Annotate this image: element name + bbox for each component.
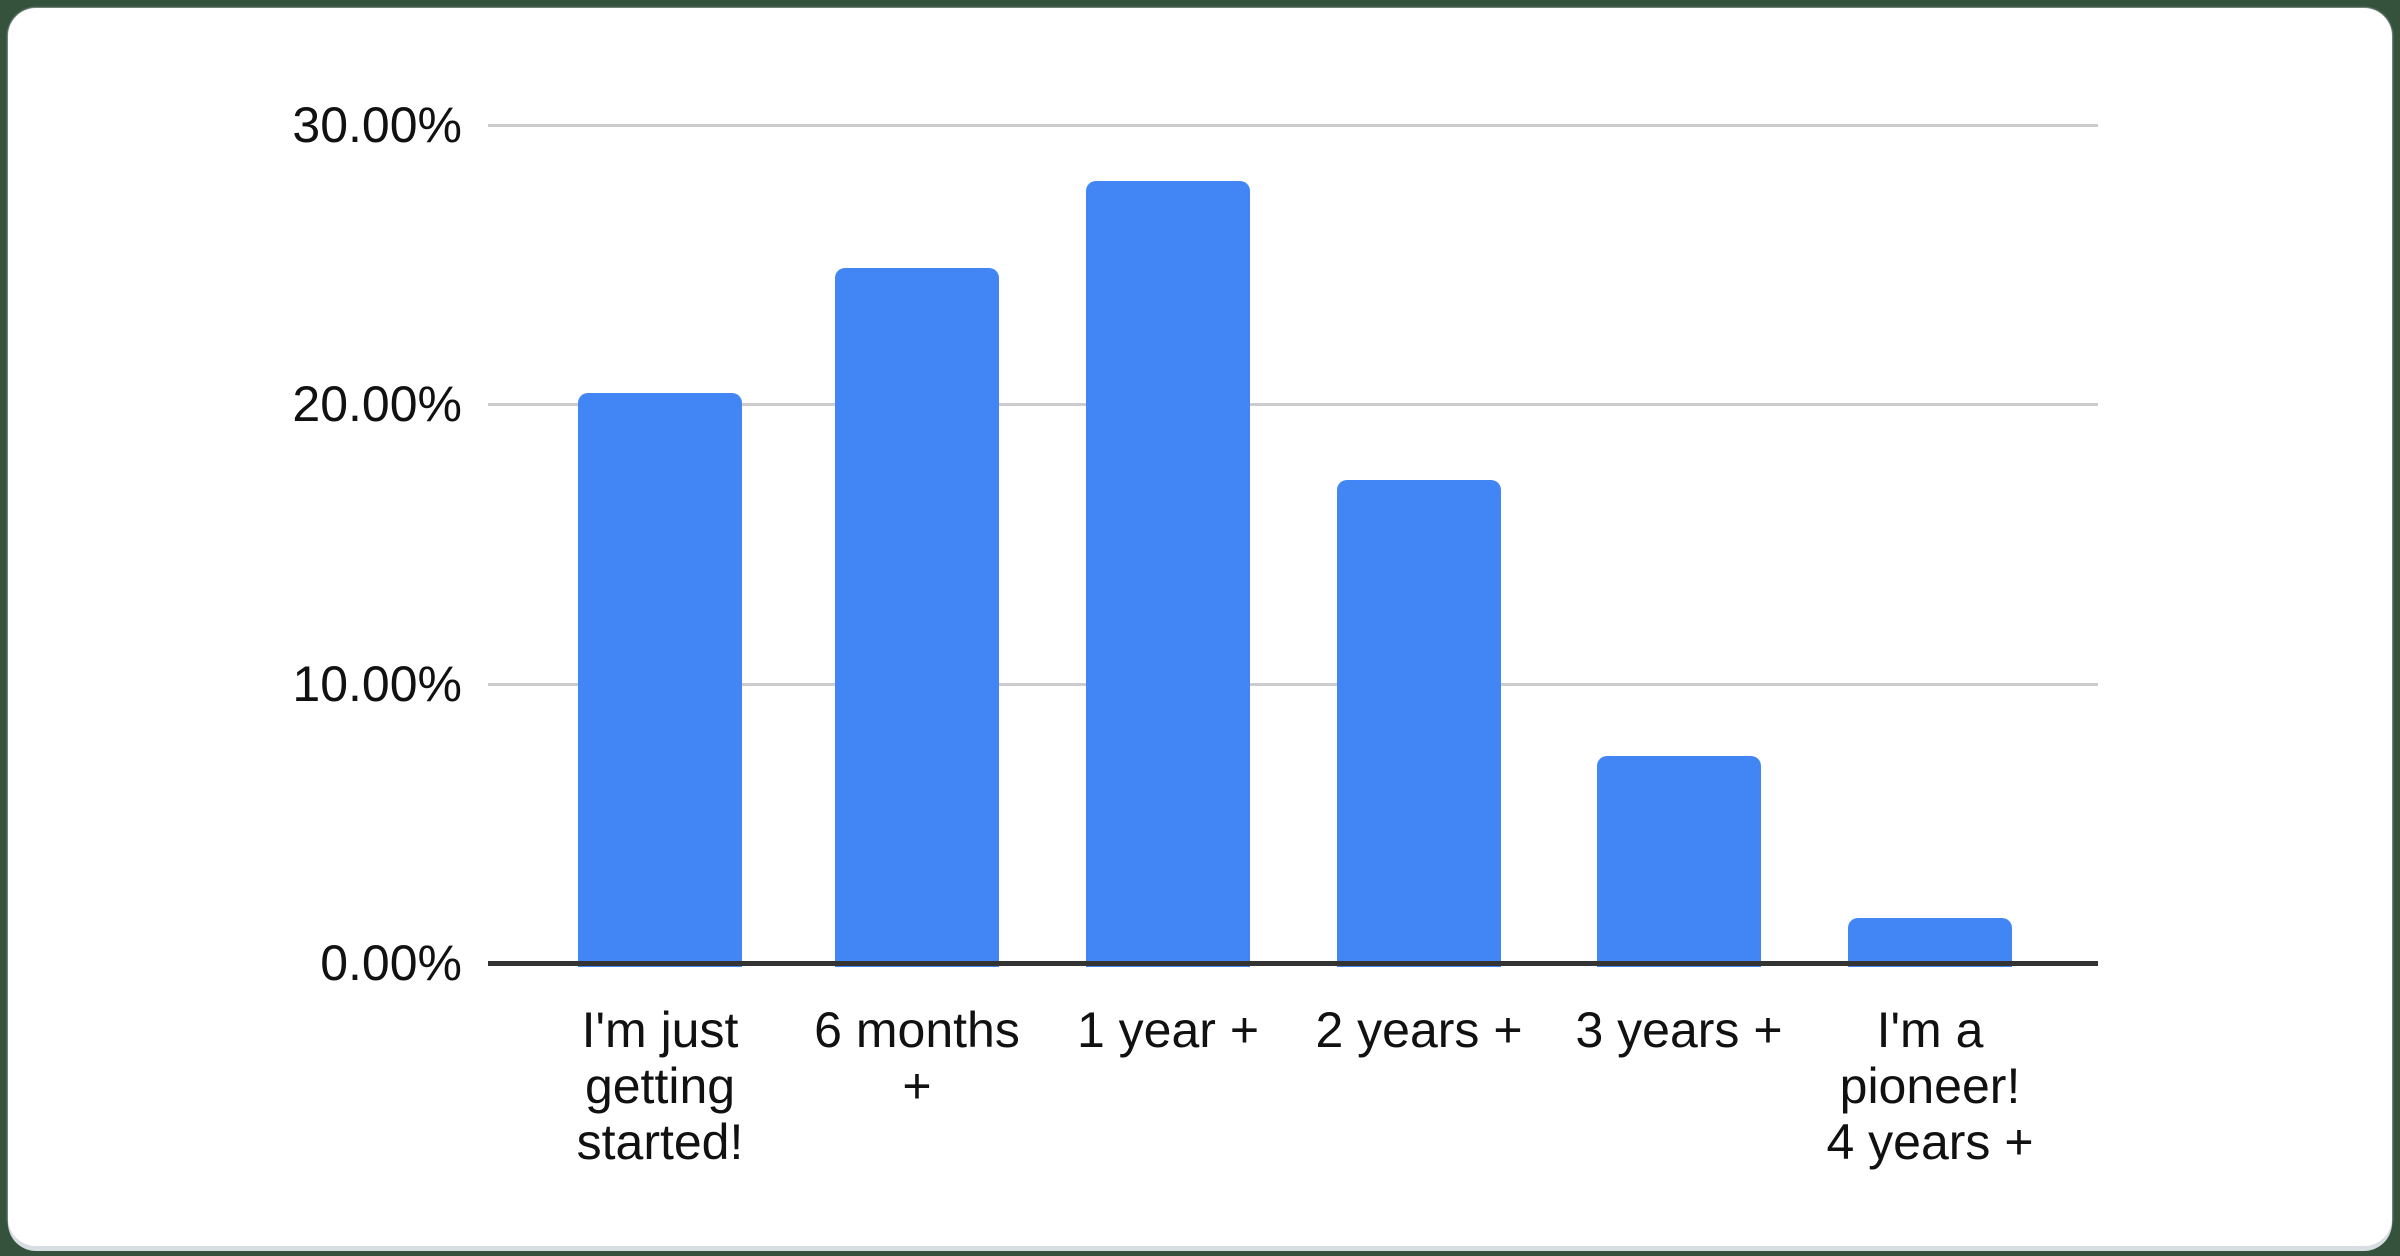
x-axis-tick-label: I'm a pioneer! 4 years + xyxy=(1826,1002,2034,1170)
x-axis-tick-label: 6 months + xyxy=(814,1002,1020,1114)
x-axis-tick-label: 1 year + xyxy=(1076,1002,1260,1058)
bar-5 xyxy=(1597,756,1761,967)
x-axis-tick-label: I'm just getting started! xyxy=(576,1002,744,1170)
x-axis-tick-label: 2 years + xyxy=(1315,1002,1523,1058)
x-axis-line xyxy=(488,961,2098,966)
y-axis-tick-label: 10.00% xyxy=(292,656,462,712)
bar-2 xyxy=(835,268,999,967)
bar-3 xyxy=(1086,181,1250,967)
y-gridline xyxy=(488,683,2098,686)
y-axis-tick-label: 30.00% xyxy=(292,97,462,153)
bar-1 xyxy=(578,393,742,967)
y-gridline xyxy=(488,403,2098,406)
y-axis-tick-label: 0.00% xyxy=(320,935,462,991)
x-axis-tick-label: 3 years + xyxy=(1575,1002,1783,1058)
y-gridline xyxy=(488,124,2098,127)
bar-4 xyxy=(1337,480,1501,967)
y-axis-tick-label: 20.00% xyxy=(292,376,462,432)
bar-6 xyxy=(1848,918,2012,967)
